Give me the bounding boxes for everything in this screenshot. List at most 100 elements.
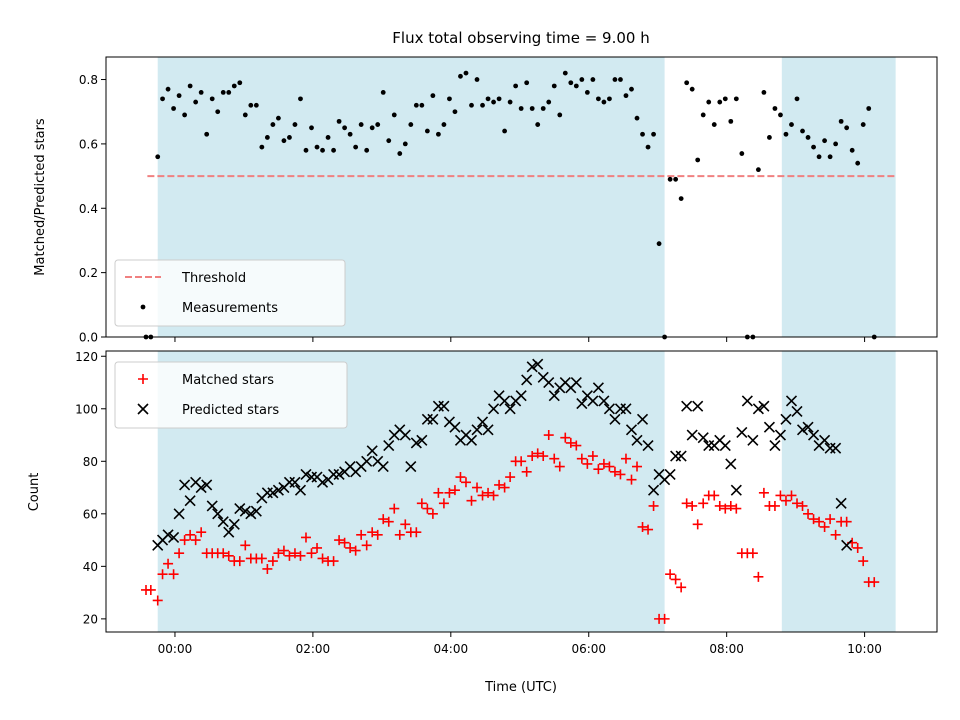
- measurement-point: [496, 96, 502, 102]
- matched-stars-point: [659, 613, 670, 624]
- predicted-stars-point: [449, 421, 461, 433]
- predicted-stars-point: [730, 484, 742, 496]
- predicted-stars-point: [675, 450, 687, 462]
- matched-stars-point: [483, 487, 494, 498]
- matched-stars-point: [383, 516, 394, 527]
- matched-stars-point: [427, 508, 438, 519]
- matched-stars-point: [609, 466, 620, 477]
- matched-stars-point: [240, 540, 251, 551]
- predicted-stars-point: [410, 437, 422, 449]
- measurement-point: [584, 90, 590, 95]
- measurement-point: [474, 77, 480, 82]
- matched-stars-point: [273, 548, 284, 559]
- matched-stars-point: [731, 503, 742, 514]
- measurement-point: [447, 96, 452, 102]
- x-tick-label: 00:00: [158, 642, 193, 656]
- matched-stars-point: [725, 500, 736, 511]
- measurement-point: [767, 135, 772, 140]
- measurement-point: [618, 77, 623, 82]
- matched-stars-point: [538, 451, 549, 462]
- matched-stars-point: [554, 461, 565, 472]
- predicted-stars-point: [366, 445, 378, 457]
- measurement-point: [463, 70, 469, 76]
- measurement-point: [634, 115, 640, 121]
- matched-stars-point: [367, 527, 378, 538]
- predicted-stars-point: [333, 468, 345, 480]
- measurement-point: [518, 106, 524, 111]
- matched-stars-point: [163, 558, 174, 569]
- measurement-point: [551, 83, 557, 89]
- ratio-y-tick-label: 0.2: [79, 266, 98, 280]
- measurement-point: [198, 90, 204, 95]
- ratio-y-axis-label: Matched/Predicted stars: [33, 118, 48, 276]
- matched-stars-point: [670, 574, 681, 585]
- matched-stars-point: [378, 514, 389, 525]
- measurement-point: [160, 96, 165, 102]
- measurement-point: [391, 112, 397, 118]
- measurement-point: [573, 83, 579, 89]
- matched-stars-point: [168, 569, 179, 580]
- measurement-point: [187, 83, 193, 89]
- predicted-stars-point: [267, 487, 279, 499]
- predicted-stars-point: [223, 526, 235, 538]
- matched-stars-point: [632, 461, 643, 472]
- matched-stars-point: [433, 487, 444, 498]
- measurement-point: [706, 99, 712, 105]
- measurement-point: [601, 99, 607, 105]
- matched-stars-point: [604, 461, 615, 472]
- predicted-stars-point: [631, 434, 643, 446]
- matched-stars-point: [565, 437, 576, 448]
- predicted-stars-point: [212, 508, 224, 520]
- matched-stars-point: [356, 529, 367, 540]
- matched-stars-point: [775, 490, 786, 501]
- predicted-stars-point: [228, 518, 240, 530]
- predicted-stars-point: [234, 503, 246, 515]
- measurement-point: [546, 99, 552, 105]
- predicted-stars-point: [576, 397, 588, 410]
- matched-stars-point: [494, 479, 505, 490]
- matched-stars-point: [560, 432, 571, 443]
- predicted-stars-point: [697, 432, 709, 444]
- x-tick-label: 08:00: [709, 642, 744, 656]
- matched-stars-point: [218, 548, 229, 559]
- predicted-stars-point: [841, 539, 853, 551]
- matched-stars-point: [615, 469, 626, 480]
- measurement-point: [424, 128, 430, 134]
- predicted-stars-point: [438, 400, 450, 412]
- measurement-point: [755, 167, 761, 173]
- predicted-stars-point: [570, 376, 582, 389]
- measurement-point: [287, 135, 292, 140]
- x-tick-label: 04:00: [434, 642, 469, 656]
- matched-stars-point: [267, 556, 278, 567]
- matched-stars-point: [223, 550, 234, 561]
- matched-stars-point: [786, 490, 797, 501]
- measurement-point: [700, 112, 706, 118]
- measurement-point: [253, 102, 259, 108]
- matched-stars-point: [620, 453, 631, 464]
- matched-stars-point: [841, 516, 852, 527]
- predicted-stars-point: [620, 403, 632, 415]
- measurement-point: [413, 102, 419, 108]
- predicted-stars-point: [614, 403, 627, 415]
- count-legend-box: [114, 361, 348, 429]
- measurement-point: [353, 144, 359, 150]
- matched-stars-point: [411, 527, 422, 538]
- measurement-point: [805, 135, 811, 140]
- count-observing-window: [781, 351, 896, 632]
- predicted-stars-point: [399, 429, 411, 441]
- predicted-stars-point: [421, 413, 433, 425]
- measurement-point: [165, 86, 171, 92]
- measurement-point: [231, 83, 237, 89]
- predicted-stars-point: [195, 481, 207, 494]
- matched-stars-point: [808, 514, 819, 525]
- x-tick-label: 06:00: [571, 642, 606, 656]
- predicted-stars-point: [824, 442, 836, 454]
- count-y-tick-label: 20: [83, 612, 98, 626]
- legend-entry-label: Matched stars: [182, 373, 274, 388]
- ratio-panel: 0.0 0.2 0.4 0.6 0.8 Threshold Measurements: [79, 56, 938, 345]
- matched-stars-point: [852, 542, 863, 553]
- measurement-point: [838, 118, 844, 124]
- predicted-stars-point: [239, 505, 251, 517]
- matched-stars-point: [814, 516, 825, 527]
